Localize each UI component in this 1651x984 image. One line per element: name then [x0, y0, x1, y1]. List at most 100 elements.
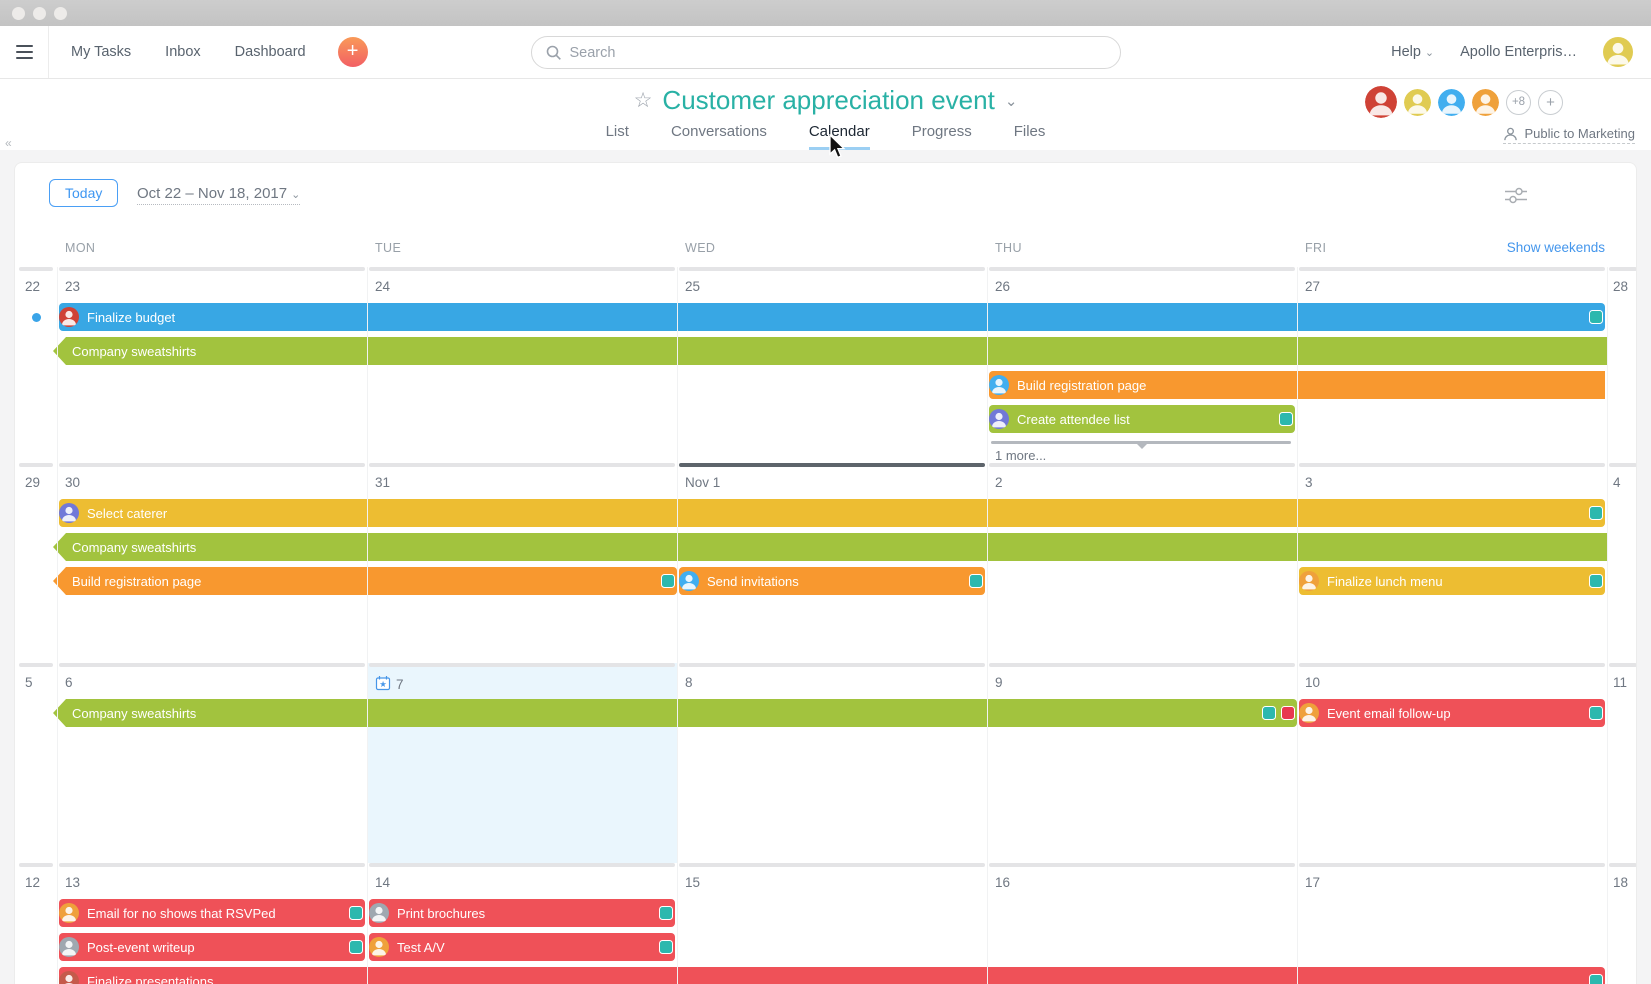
user-avatar[interactable]: [1603, 37, 1633, 67]
assignee-avatar[interactable]: [989, 375, 1009, 395]
assignee-avatar[interactable]: [59, 937, 79, 957]
assignee-avatar[interactable]: [59, 307, 79, 327]
cell-top-border: [989, 863, 1295, 867]
project-menu-chevron-icon[interactable]: ⌄: [1004, 92, 1018, 110]
date-label: 18: [1613, 875, 1629, 890]
member-avatar-image[interactable]: [1404, 88, 1431, 116]
tab-calendar[interactable]: Calendar: [808, 123, 870, 151]
task-bar[interactable]: Finalize lunch menu: [1299, 567, 1605, 595]
task-bar[interactable]: Create attendee list: [989, 405, 1295, 433]
date-range-selector[interactable]: Oct 22 – Nov 18, 2017 ⌄: [137, 185, 301, 205]
assignee-avatar[interactable]: [679, 571, 699, 591]
filter-sliders-icon[interactable]: [1505, 187, 1527, 209]
assignee-avatar[interactable]: [1299, 571, 1319, 591]
task-checkbox[interactable]: [1279, 412, 1293, 426]
cell-top-border: [59, 863, 365, 867]
collapse-icon[interactable]: «: [5, 136, 12, 150]
member-avatar-image[interactable]: [1472, 88, 1499, 116]
task-checkbox[interactable]: [349, 940, 363, 954]
task-checkbox[interactable]: [1589, 574, 1603, 588]
task-check-group: [341, 940, 363, 954]
task-checkbox[interactable]: [1281, 706, 1295, 720]
task-checkbox[interactable]: [1262, 706, 1276, 720]
today-button[interactable]: Today: [49, 179, 119, 207]
member-avatar[interactable]: [1472, 88, 1499, 116]
task-label: Build registration page: [72, 573, 202, 589]
task-bar[interactable]: Test A/V: [369, 933, 675, 961]
task-checkbox[interactable]: [1589, 706, 1603, 720]
user-avatar-image[interactable]: [1603, 37, 1633, 67]
tab-list[interactable]: List: [605, 123, 629, 140]
calendar-panel: Today Oct 22 – Nov 18, 2017 ⌄ Show weeken…: [14, 162, 1637, 984]
calendar-grid: 22 23 24 25 26 27 28 Finalize budget Company sw…: [15, 267, 1636, 984]
member-avatar-image[interactable]: [1438, 88, 1465, 116]
assignee-avatar[interactable]: [369, 903, 389, 923]
add-member-button[interactable]: +: [1538, 89, 1563, 115]
task-bar[interactable]: Build registration page: [53, 567, 677, 595]
more-tasks-link[interactable]: 1 more...: [995, 448, 1047, 463]
search-bar[interactable]: [530, 36, 1121, 69]
assignee-avatar[interactable]: [59, 903, 79, 923]
task-bar[interactable]: Company sweatshirts: [53, 533, 1607, 561]
search-input[interactable]: [569, 44, 1106, 61]
member-avatar[interactable]: [1438, 88, 1465, 116]
task-bar[interactable]: Finalize presentations: [59, 967, 1605, 984]
task-bar[interactable]: Email for no shows that RSVPed: [59, 899, 365, 927]
assignee-avatar[interactable]: [59, 503, 79, 523]
assignee-avatar[interactable]: [1299, 703, 1319, 723]
date-label: 10: [1305, 675, 1321, 690]
org-switcher[interactable]: Apollo Enterpris…: [1460, 44, 1577, 60]
task-bar[interactable]: Send invitations: [679, 567, 985, 595]
quick-add-button[interactable]: +: [337, 37, 368, 67]
task-bar[interactable]: Event email follow-up: [1299, 699, 1605, 727]
calendar-week-row: 12 13 14 15 16 17 18 Email for no shows that R…: [15, 863, 1636, 984]
task-checkbox[interactable]: [1589, 974, 1603, 984]
tab-files[interactable]: Files: [1013, 123, 1046, 140]
task-checkbox[interactable]: [661, 574, 675, 588]
task-checkbox[interactable]: [1589, 506, 1603, 520]
privacy-setting-link[interactable]: Public to Marketing: [1503, 126, 1635, 144]
nav-right: Help ⌄ Apollo Enterpris…: [1391, 37, 1651, 67]
task-checkbox[interactable]: [349, 906, 363, 920]
day-header-thu: THU: [995, 241, 1022, 255]
assignee-avatar[interactable]: [59, 971, 79, 984]
task-check-group: [1271, 412, 1293, 426]
member-avatar-image[interactable]: [1365, 86, 1397, 118]
project-title[interactable]: Customer appreciation event: [662, 85, 995, 115]
task-label: Print brochures: [397, 905, 486, 921]
cell-top-border: [1299, 863, 1605, 867]
window-zoom-button[interactable]: [54, 6, 67, 20]
help-menu[interactable]: Help ⌄: [1391, 44, 1435, 60]
date-label: 24: [375, 279, 391, 294]
member-avatar[interactable]: [1404, 88, 1431, 116]
member-avatar[interactable]: [1365, 86, 1397, 118]
task-checkbox[interactable]: [659, 940, 673, 954]
task-bar[interactable]: Company sweatshirts: [53, 699, 1297, 727]
task-checkbox[interactable]: [659, 906, 673, 920]
members-overflow-count[interactable]: +8: [1506, 89, 1531, 115]
hamburger-menu-icon[interactable]: [0, 26, 49, 78]
nav-dashboard[interactable]: Dashboard: [234, 44, 306, 60]
cell-top-border: [59, 463, 365, 467]
search-icon: [546, 45, 561, 60]
tab-conversations[interactable]: Conversations: [670, 123, 767, 140]
cell-top-border: [989, 663, 1295, 667]
nav-my-tasks[interactable]: My Tasks: [71, 44, 132, 60]
task-bar[interactable]: Company sweatshirts: [53, 337, 1607, 365]
assignee-avatar[interactable]: [989, 409, 1009, 429]
window-minimize-button[interactable]: [33, 6, 46, 20]
show-weekends-link[interactable]: Show weekends: [1506, 240, 1605, 255]
window-close-button[interactable]: [12, 6, 25, 20]
date-label: 2: [995, 475, 1003, 490]
assignee-avatar[interactable]: [369, 937, 389, 957]
date-label: 4: [1613, 475, 1621, 490]
tab-progress[interactable]: Progress: [911, 123, 972, 140]
task-bar[interactable]: Print brochures: [369, 899, 675, 927]
task-checkbox[interactable]: [1589, 310, 1603, 324]
nav-inbox[interactable]: Inbox: [165, 44, 201, 60]
task-bar[interactable]: Post-event writeup: [59, 933, 365, 961]
task-bar[interactable]: Finalize budget: [59, 303, 1605, 331]
task-checkbox[interactable]: [969, 574, 983, 588]
favorite-star-icon[interactable]: ☆: [633, 89, 653, 112]
task-bar[interactable]: Select caterer: [59, 499, 1605, 527]
